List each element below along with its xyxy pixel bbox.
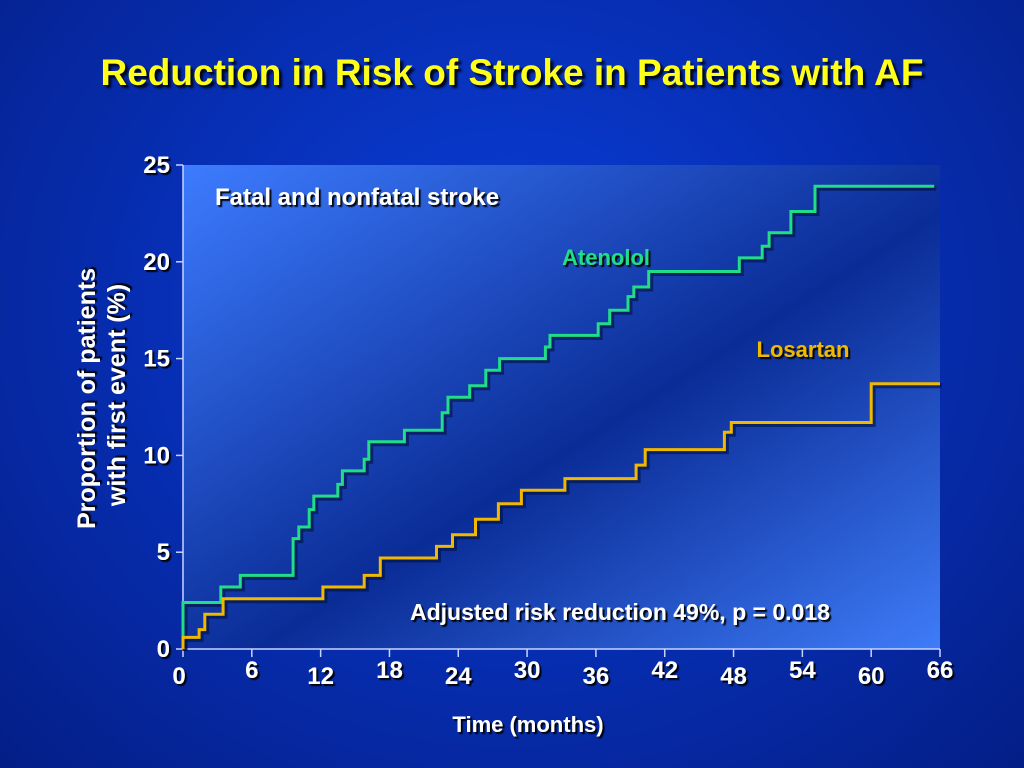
y-tick-label: 0 bbox=[157, 636, 170, 663]
x-tick-label: 36 bbox=[583, 663, 610, 690]
x-tick-label: 24 bbox=[445, 663, 472, 690]
y-tick-label: 10 bbox=[143, 442, 170, 469]
x-axis-label: Time (months) bbox=[452, 712, 603, 737]
panel-label: Fatal and nonfatal stroke bbox=[215, 184, 499, 211]
annotation-text: Adjusted risk reduction 49%, p = 0.018 bbox=[410, 599, 830, 625]
y-axis-label: Proportion of patients with first event … bbox=[73, 261, 131, 529]
y-axis-label-line1: Proportion of patients bbox=[73, 268, 101, 529]
series-line-losartan bbox=[181, 382, 940, 649]
plot-area bbox=[183, 165, 940, 649]
series-layer bbox=[181, 184, 942, 651]
y-tick-label: 5 bbox=[157, 539, 170, 566]
series-line-atenolol bbox=[181, 184, 935, 649]
series-shadow-atenolol bbox=[182, 185, 937, 651]
x-tick-label: 30 bbox=[514, 657, 541, 684]
x-tick-label: 66 bbox=[927, 657, 954, 684]
x-tick-label: 12 bbox=[307, 663, 334, 690]
x-tick-label: 0 bbox=[172, 663, 185, 690]
series-label-atenolol: Atenolol bbox=[562, 245, 650, 270]
series-shadow-losartan bbox=[182, 383, 942, 651]
x-tick-label: 60 bbox=[858, 663, 885, 690]
text-layer: 0 5 10 15 20 25 0 6 12 18 24 30 36 42 48 54 60 66 Atenolol… bbox=[143, 152, 953, 690]
y-tick-label: 15 bbox=[143, 346, 170, 373]
axes bbox=[176, 164, 941, 657]
x-tick-label: 18 bbox=[376, 657, 403, 684]
y-tick-label: 20 bbox=[143, 249, 170, 276]
slide-title: Reduction in Risk of Stroke in Patients … bbox=[100, 52, 924, 93]
y-axis-label-line2: with first event (%) bbox=[103, 284, 131, 507]
x-tick-label: 48 bbox=[720, 663, 747, 690]
x-tick-label: 54 bbox=[789, 657, 816, 684]
series-label-losartan: Losartan bbox=[757, 337, 850, 362]
y-tick-label: 25 bbox=[143, 152, 170, 179]
x-tick-label: 6 bbox=[245, 657, 258, 684]
x-tick-label: 42 bbox=[651, 657, 678, 684]
